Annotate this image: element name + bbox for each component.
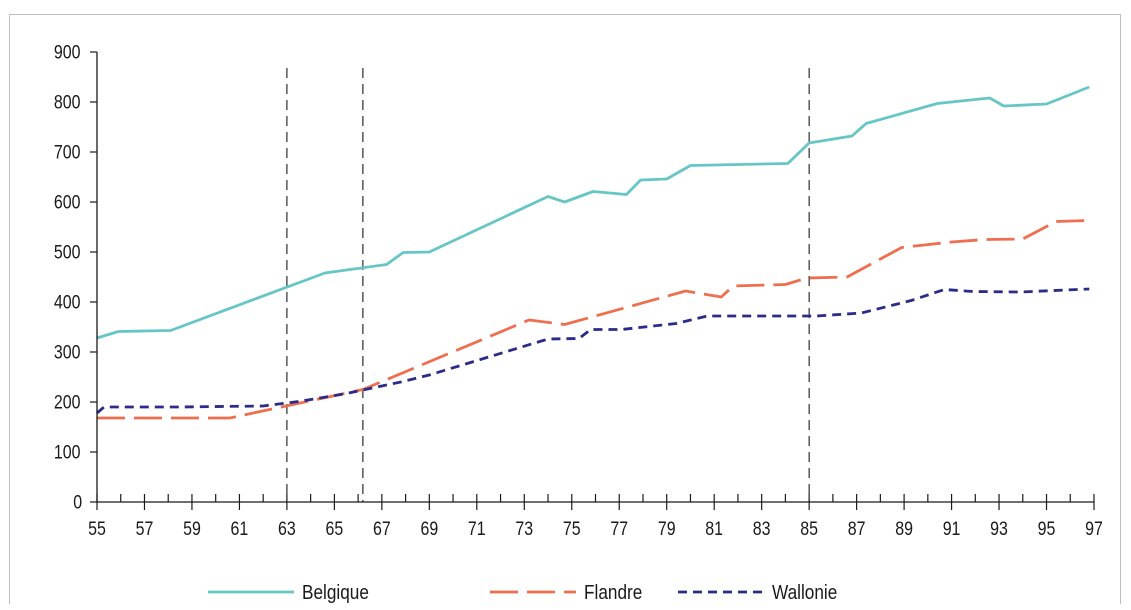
x-tick-label-67: 67 [373,518,391,540]
series-line-flandre [97,219,1090,420]
legend: Belgique Flandre Wallonie [208,581,837,604]
x-tick-label-91: 91 [943,518,961,540]
y-tick-label-300: 300 [54,341,81,363]
x-tick-label-85: 85 [800,518,818,540]
chart-frame [9,14,1121,604]
x-tick-label-63: 63 [278,518,296,540]
series-line-wallonie [96,287,1090,415]
x-tick-label-81: 81 [705,518,723,540]
y-tick-label-400: 400 [54,291,81,313]
x-tick-label-71: 71 [468,518,486,540]
x-tick-label-87: 87 [848,518,866,540]
legend-label-flandre: Flandre [584,581,642,604]
y-tick-label-500: 500 [54,241,81,263]
x-tick-label-93: 93 [990,518,1008,540]
x-tick-label-61: 61 [231,518,249,540]
x-tick-label-69: 69 [420,518,438,540]
x-tick-label-75: 75 [563,518,581,540]
legend-label-wallonie: Wallonie [772,581,837,604]
x-tick-label-55: 55 [88,518,106,540]
x-tick-label-83: 83 [753,518,771,540]
x-tick-label-95: 95 [1038,518,1056,540]
x-tick-label-57: 57 [136,518,154,540]
legend-label-belgique: Belgique [302,581,369,604]
series-lines [96,85,1090,420]
y-tick-label-0: 0 [73,491,82,513]
y-tick-label-100: 100 [54,441,81,463]
x-tick-label-65: 65 [326,518,344,540]
series-line-belgique [96,85,1090,340]
y-tick-label-700: 700 [54,141,81,163]
x-tick-label-97: 97 [1085,518,1103,540]
x-axis-ticks: 55 57 59 61 63 65 67 69 71 73 75 77 79 81 83 85 87 89 91 93… [88,494,1103,539]
x-tick-label-89: 89 [895,518,913,540]
y-axis-ticks: 0 100 200 300 400 500 600 700 800 900 [54,41,97,513]
y-tick-label-600: 600 [54,191,81,213]
y-tick-label-200: 200 [54,391,81,413]
x-tick-label-59: 59 [183,518,201,540]
x-tick-label-79: 79 [658,518,676,540]
y-tick-label-800: 800 [54,91,81,113]
y-tick-label-900: 900 [54,41,81,63]
axes [96,52,1094,503]
x-tick-label-73: 73 [515,518,533,540]
x-tick-label-77: 77 [610,518,628,540]
vertical-markers [286,68,810,502]
